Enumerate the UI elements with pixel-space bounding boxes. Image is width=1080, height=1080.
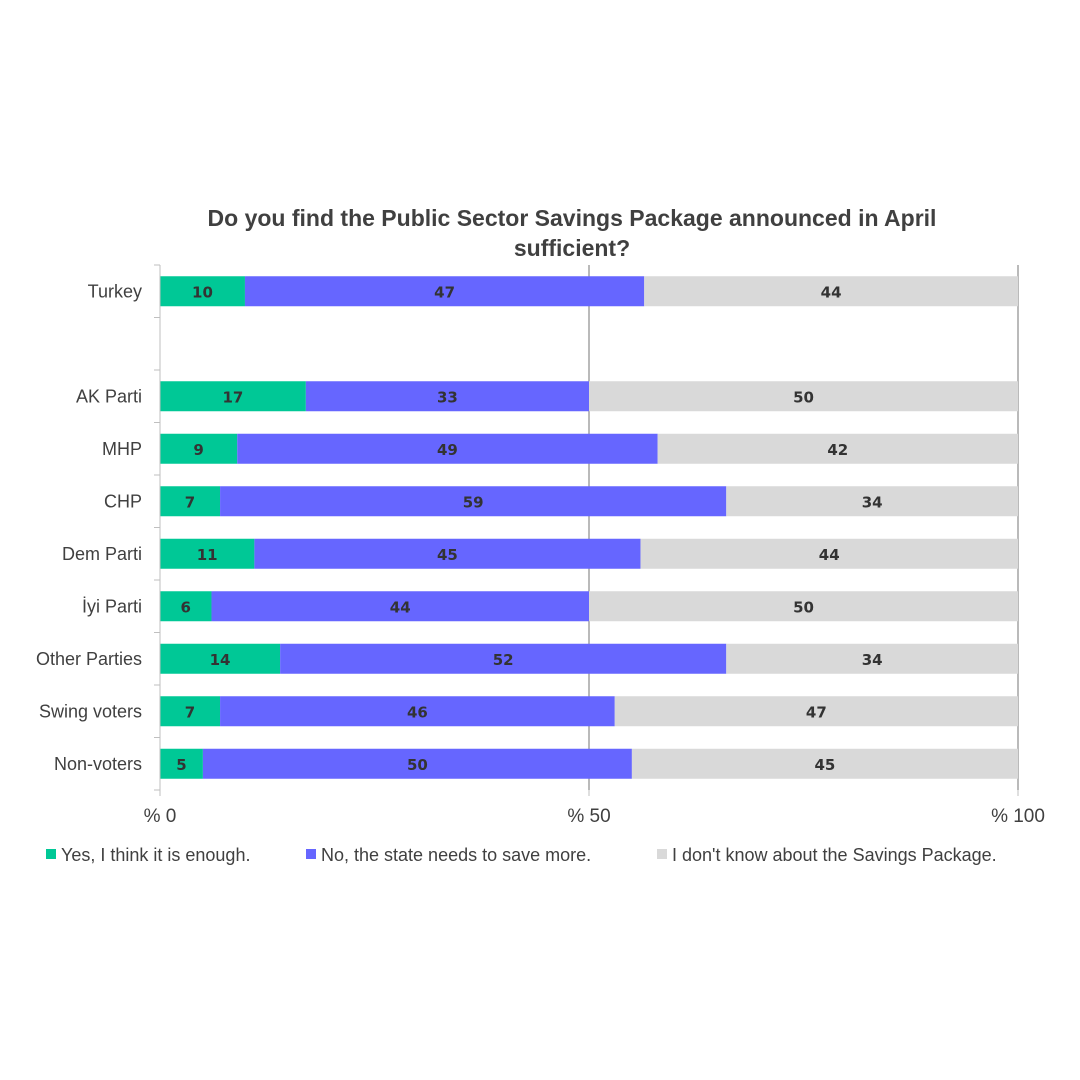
category-label: İyi Parti (82, 596, 142, 616)
data-label: 44 (819, 546, 840, 564)
data-label: 45 (815, 756, 836, 774)
data-label: 11 (197, 546, 218, 564)
bar-segment (160, 591, 212, 622)
data-label: 45 (437, 546, 458, 564)
data-label: 52 (493, 651, 514, 669)
bar-segment (160, 748, 203, 779)
data-label: 34 (862, 493, 883, 511)
bar-segment (160, 381, 306, 412)
category-label: Dem Parti (62, 544, 142, 564)
bar-segment (726, 643, 1018, 674)
bar-segment (160, 696, 221, 727)
bar-segment (614, 696, 1018, 727)
bar-segment (160, 433, 238, 464)
bar-segment (305, 381, 589, 412)
bar-segment (254, 538, 641, 569)
bar-segment (237, 433, 658, 464)
data-label: 33 (437, 388, 458, 406)
data-label: 10 (192, 283, 213, 301)
data-label: 6 (181, 598, 191, 616)
bar-segment (160, 486, 221, 517)
bar-segment (640, 538, 1018, 569)
data-label: 47 (806, 703, 827, 721)
data-label: 44 (821, 283, 842, 301)
data-label: 34 (862, 651, 883, 669)
data-label: 7 (185, 703, 195, 721)
data-label: 49 (437, 441, 458, 459)
data-label: 44 (390, 598, 411, 616)
data-label: 50 (407, 756, 428, 774)
data-label: 50 (793, 388, 814, 406)
data-label: 14 (210, 651, 231, 669)
category-label: Other Parties (36, 649, 142, 669)
x-tick-label: % 0 (144, 806, 177, 827)
bar-segment (211, 591, 590, 622)
legend-label: Yes, I think it is enough. (61, 845, 250, 865)
bar-segment (220, 696, 615, 727)
category-label: CHP (104, 491, 142, 511)
data-label: 7 (185, 493, 195, 511)
data-label: 5 (176, 756, 186, 774)
category-label: Non-voters (54, 754, 142, 774)
category-label: MHP (102, 439, 142, 459)
data-label: 9 (193, 441, 203, 459)
data-label: 50 (793, 598, 814, 616)
data-label: 17 (222, 388, 243, 406)
x-tick-label: % 50 (567, 806, 610, 827)
legend-swatch (657, 849, 667, 859)
bar-segment (644, 276, 1018, 307)
bar-segment (631, 748, 1018, 779)
bar-segment (160, 538, 255, 569)
bar-segment (244, 276, 645, 307)
chart-title-line-1: Do you find the Public Sector Savings Pa… (208, 205, 937, 231)
data-label: 47 (434, 283, 455, 301)
chart-title-line-2: sufficient? (514, 235, 630, 261)
bar-segment (657, 433, 1018, 464)
bar-segment (202, 748, 632, 779)
legend-swatch (46, 849, 56, 859)
legend-label: No, the state needs to save more. (321, 845, 591, 865)
bar-segment (589, 591, 1018, 622)
data-label: 46 (407, 703, 428, 721)
category-label: Turkey (88, 281, 142, 301)
bar-segment (220, 486, 727, 517)
legend-swatch (306, 849, 316, 859)
category-label: AK Parti (76, 386, 142, 406)
legend-label: I don't know about the Savings Package. (672, 845, 997, 865)
data-label: 42 (827, 441, 848, 459)
bar-segment (160, 643, 281, 674)
bar-segment (280, 643, 727, 674)
bar-segment (726, 486, 1018, 517)
x-tick-label: % 100 (991, 806, 1045, 827)
bar-segment (160, 276, 245, 307)
bar-segment (589, 381, 1018, 412)
data-label: 59 (463, 493, 484, 511)
category-label: Swing voters (39, 701, 142, 721)
